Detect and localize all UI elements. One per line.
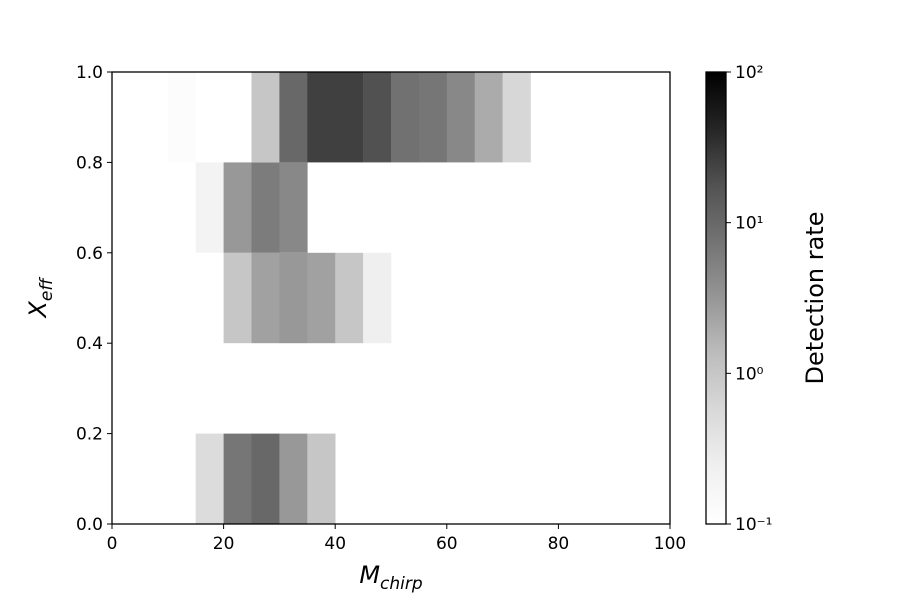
y-tick-label: 1.0 xyxy=(76,63,103,83)
heatmap-cell xyxy=(307,433,336,524)
heatmap-cell xyxy=(223,252,252,344)
heatmap-cell xyxy=(335,252,364,344)
heatmap-cell xyxy=(363,72,392,163)
y-axis-label-main: X xyxy=(24,301,52,320)
x-tick-label: 40 xyxy=(324,534,346,554)
heatmap-cell xyxy=(279,72,308,163)
heatmap-cell xyxy=(335,72,364,163)
heatmap-cell xyxy=(251,433,280,524)
heatmap-cell xyxy=(279,433,308,524)
heatmap-cell xyxy=(502,72,531,163)
heatmap-cell xyxy=(279,252,308,344)
heatmap-cell xyxy=(279,162,308,253)
y-tick-label: 0.0 xyxy=(76,515,103,535)
x-axis-label-main: M xyxy=(359,561,380,589)
x-axis-label-sub: chirp xyxy=(380,574,423,594)
x-tick-label: 0 xyxy=(107,534,118,554)
heatmap-cell xyxy=(251,252,280,344)
heatmap-cell xyxy=(363,252,392,344)
heatmap-cell xyxy=(474,72,503,163)
colorbar-tick-label: 10² xyxy=(735,63,763,83)
colorbar-tick-label: 10⁰ xyxy=(735,364,764,384)
heatmap-cell xyxy=(307,72,336,163)
heatmap-cell xyxy=(251,162,280,253)
plot-frame xyxy=(111,71,671,525)
colorbar-tick-label: 10⁻¹ xyxy=(735,515,772,535)
y-axis-label-sub: eff xyxy=(37,277,57,301)
heatmap-cell xyxy=(446,72,475,163)
heatmap-cell xyxy=(223,162,252,253)
colorbar-tick-label: 10¹ xyxy=(735,214,763,234)
heatmap-cell xyxy=(391,72,420,163)
y-tick-label: 0.4 xyxy=(76,334,103,354)
x-tick-label: 20 xyxy=(213,534,235,554)
y-tick-label: 0.6 xyxy=(76,244,103,264)
heatmap-cell xyxy=(418,72,448,163)
y-tick-label: 0.8 xyxy=(76,153,103,173)
y-axis-label: Xeff xyxy=(24,277,57,320)
x-tick-label: 60 xyxy=(436,534,458,554)
y-tick-label: 0.2 xyxy=(76,425,103,445)
heatmap-cell xyxy=(223,433,252,524)
colorbar-label: Detection rate xyxy=(801,212,829,385)
heatmap-cell xyxy=(307,252,336,344)
heatmap-cell xyxy=(167,72,196,163)
x-tick-label: 80 xyxy=(548,534,570,554)
x-axis-label: Mchirp xyxy=(359,561,423,594)
heatmap-cell xyxy=(195,433,224,524)
heatmap-cell xyxy=(251,72,280,163)
heatmap-cell xyxy=(195,162,224,253)
x-tick-label: 100 xyxy=(654,534,686,554)
colorbar xyxy=(705,71,727,525)
